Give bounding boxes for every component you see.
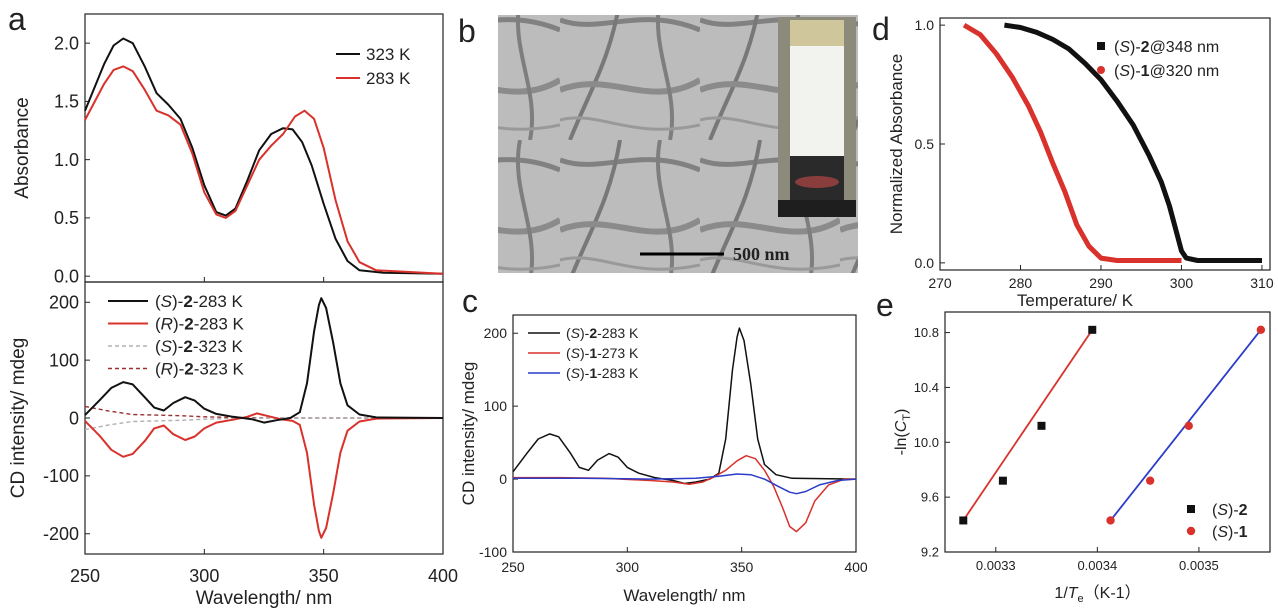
- panel-label-d: d: [872, 11, 890, 47]
- c-legend-label: (S)-2-283 K: [566, 325, 639, 341]
- e-point: [1037, 421, 1046, 430]
- a-bot-ytick-label: 200: [49, 293, 79, 313]
- a-bot-xtick-label: 400: [428, 566, 458, 586]
- a-bot-legend-label: (R)-2-283 K: [155, 315, 244, 334]
- d-xlabel: Temperature/ K: [1017, 291, 1134, 310]
- a-bot-ytick-label: 100: [49, 350, 79, 370]
- a-bot-legend-label: (S)-2-283 K: [155, 292, 244, 311]
- e-xtick-label: 0.0035: [1179, 558, 1219, 573]
- d-series: [1004, 22, 1262, 263]
- a-top-legend-label: 323 K: [366, 45, 411, 64]
- c-series: [513, 454, 856, 533]
- panel-d-frame: [939, 17, 1271, 271]
- e-point: [1145, 476, 1155, 485]
- c-xtick-label: 250: [501, 559, 525, 575]
- panel-label-c: c: [462, 283, 478, 319]
- a-bot-legend-label: (R)-2-323 K: [155, 360, 244, 379]
- a-top-ytick-label: 1.5: [54, 92, 79, 112]
- e-ytick-label: 10.0: [914, 435, 939, 450]
- panel-e-frame: [944, 311, 1271, 553]
- c-series: [512, 327, 857, 485]
- e-legend-marker: [1187, 505, 1195, 513]
- e-point: [1256, 325, 1266, 335]
- e-legend-label: (S)-1: [1212, 524, 1248, 541]
- e-point: [998, 476, 1007, 485]
- d-legend-label: (S)-2@348 nm: [1114, 39, 1219, 56]
- d-xtick-label: 310: [1250, 275, 1274, 291]
- a-top-ytick-label: 0.5: [54, 208, 79, 228]
- a-bot-legend-label: (S)-2-323 K: [155, 337, 244, 356]
- c-ytick-label: 200: [484, 325, 508, 341]
- e-fit-line: [962, 329, 1094, 521]
- d-xtick-label: 280: [1009, 275, 1033, 291]
- d-xtick-label: 270: [928, 275, 952, 291]
- e-xtick-label: 0.0033: [976, 558, 1016, 573]
- d-xtick-label: 300: [1170, 275, 1194, 291]
- a-top-ytick-label: 1.0: [54, 150, 79, 170]
- e-ytick-label: 9.6: [921, 490, 939, 505]
- d-ylabel: Normalized Absorbance: [887, 54, 906, 234]
- scale-bar-label: 500 nm: [733, 244, 790, 264]
- a-bot-xlabel: Wavelength/ nm: [196, 588, 333, 609]
- e-ytick-label: 10.4: [914, 380, 939, 395]
- c-ytick-label: 0: [499, 471, 507, 487]
- e-point: [1184, 421, 1193, 431]
- e-legend-label: (S)-2: [1212, 502, 1248, 519]
- e-point: [1088, 325, 1097, 334]
- c-xlabel: Wavelength/ nm: [623, 586, 745, 605]
- c-legend-label: (S)-1-273 K: [566, 345, 639, 361]
- a-bot-xtick-label: 300: [189, 566, 219, 586]
- d-ytick-label: 1.0: [915, 17, 935, 33]
- a-bot-series: [84, 405, 443, 419]
- panel-label-a: a: [8, 1, 26, 37]
- e-ylabel: -ln(CT): [893, 409, 913, 456]
- c-ytick-label: -100: [479, 544, 507, 560]
- a-top-ytick-label: 2.0: [54, 33, 79, 53]
- d-ytick-label: 0.0: [915, 255, 935, 271]
- c-ylabel: CD intensity/ mdeg: [459, 362, 478, 506]
- a-top-ylabel: Absorbance: [12, 97, 33, 198]
- a-bot-ytick-label: -200: [43, 524, 79, 544]
- c-xtick-label: 300: [616, 559, 640, 575]
- c-ytick-label: 100: [484, 398, 508, 414]
- c-xtick-label: 350: [730, 559, 754, 575]
- a-top-ytick-label: 0.0: [54, 266, 79, 286]
- e-legend-marker: [1186, 526, 1196, 536]
- d-legend-marker: [1097, 66, 1105, 74]
- a-bot-xtick-label: 250: [70, 566, 100, 586]
- e-xtick-label: 0.0034: [1077, 558, 1117, 573]
- panel-label-b: b: [458, 13, 476, 49]
- d-ytick-label: 0.5: [915, 136, 935, 152]
- a-bot-xtick-label: 350: [309, 566, 339, 586]
- vial-photo: [778, 17, 856, 217]
- c-legend-label: (S)-1-283 K: [566, 365, 639, 381]
- a-bot-ytick-label: -100: [43, 466, 79, 486]
- a-bot-series: [84, 297, 444, 424]
- panel-label-e: e: [876, 287, 894, 323]
- e-xlabel: 1/Te（K-1）: [1054, 584, 1140, 605]
- e-ytick-label: 10.8: [914, 325, 939, 340]
- e-point: [959, 516, 968, 525]
- c-series: [513, 473, 857, 495]
- e-ytick-label: 9.2: [921, 545, 939, 560]
- c-xtick-label: 400: [844, 559, 868, 575]
- e-point: [1106, 516, 1115, 525]
- a-bot-ytick-label: 0: [69, 408, 79, 428]
- a-top-legend-label: 283 K: [366, 69, 411, 88]
- a-bot-ylabel: CD intensity/ mdeg: [8, 338, 29, 499]
- a-top-series-283K: [84, 65, 444, 275]
- d-series: [962, 22, 1182, 263]
- d-legend-marker: [1097, 42, 1105, 50]
- d-xtick-label: 290: [1089, 275, 1113, 291]
- panel-c-frame: [512, 314, 857, 553]
- tem-image: 500 nm: [498, 15, 858, 273]
- d-legend-label: (S)-1@320 nm: [1114, 63, 1219, 80]
- a-bot-series: [84, 412, 444, 539]
- a-bot-series: [84, 417, 443, 431]
